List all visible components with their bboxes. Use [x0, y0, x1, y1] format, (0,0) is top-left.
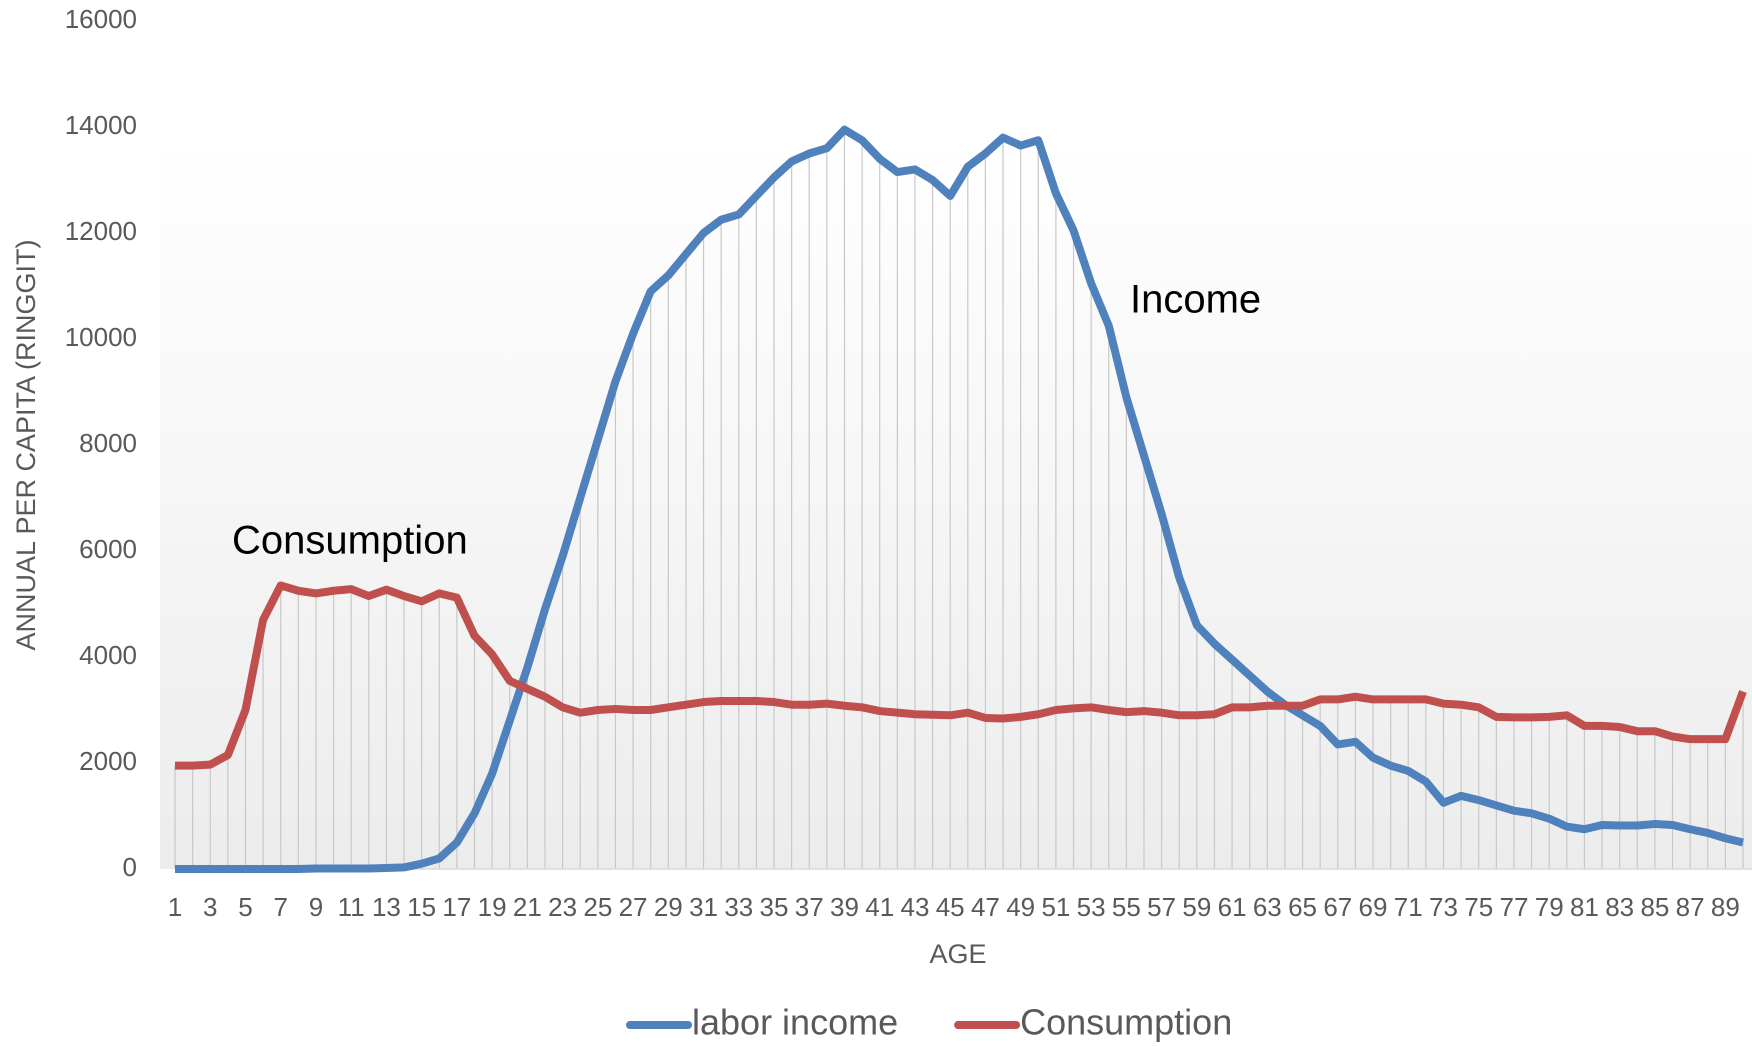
y-tick-label: 2000: [79, 746, 137, 776]
x-tick-label: 85: [1640, 892, 1669, 922]
x-tick-label: 47: [971, 892, 1000, 922]
x-tick-label: 81: [1570, 892, 1599, 922]
x-tick-label: 59: [1182, 892, 1211, 922]
x-tick-label: 21: [513, 892, 542, 922]
y-tick-label: 14000: [65, 110, 137, 140]
x-tick-label: 7: [273, 892, 287, 922]
y-tick-label: 10000: [65, 322, 137, 352]
x-tick-label: 89: [1711, 892, 1740, 922]
x-tick-label: 29: [654, 892, 683, 922]
y-tick-label: 4000: [79, 640, 137, 670]
x-tick-label: 45: [936, 892, 965, 922]
legend-label: Consumption: [1020, 1002, 1232, 1043]
x-tick-label: 63: [1253, 892, 1282, 922]
x-tick-label: 75: [1464, 892, 1493, 922]
y-tick-label: 0: [123, 852, 137, 882]
x-tick-label: 61: [1218, 892, 1247, 922]
x-tick-label: 77: [1500, 892, 1529, 922]
series-line: [175, 581, 1747, 770]
x-tick-label: 71: [1394, 892, 1423, 922]
x-tick-label: 17: [442, 892, 471, 922]
x-tick-label: 55: [1112, 892, 1141, 922]
x-tick-label: 37: [795, 892, 824, 922]
y-tick-label: 6000: [79, 534, 137, 564]
x-tick-label: 25: [583, 892, 612, 922]
x-tick-label: 43: [900, 892, 929, 922]
y-tick-label: 8000: [79, 428, 137, 458]
plot-background: [160, 140, 1752, 869]
x-tick-label: 67: [1323, 892, 1352, 922]
x-tick-label: 1: [168, 892, 182, 922]
x-tick-label: 69: [1359, 892, 1388, 922]
x-tick-label: 3: [203, 892, 217, 922]
x-tick-label: 35: [760, 892, 789, 922]
x-tick-label: 33: [724, 892, 753, 922]
x-tick-label: 87: [1676, 892, 1705, 922]
x-tick-label: 23: [548, 892, 577, 922]
x-tick-label: 49: [1006, 892, 1035, 922]
x-tick-label: 11: [338, 892, 365, 922]
x-axis-title: AGE: [929, 939, 986, 969]
x-tick-label: 13: [372, 892, 401, 922]
x-tick-label: 53: [1077, 892, 1106, 922]
y-tick-label: 12000: [65, 216, 137, 246]
y-axis-title: ANNUAL PER CAPITA (RINGGIT): [11, 239, 41, 650]
x-tick-label: 27: [619, 892, 648, 922]
x-tick-label: 73: [1429, 892, 1458, 922]
x-tick-label: 19: [478, 892, 507, 922]
x-tick-label: 83: [1605, 892, 1634, 922]
annotation: Income: [1130, 278, 1261, 322]
x-tick-label: 41: [865, 892, 894, 922]
x-tick-label: 57: [1147, 892, 1176, 922]
x-tick-label: 39: [830, 892, 859, 922]
y-tick-label: 16000: [65, 4, 137, 34]
annotation: Consumption: [232, 519, 468, 563]
x-tick-label: 79: [1535, 892, 1564, 922]
x-tick-label: 51: [1041, 892, 1070, 922]
x-tick-label: 31: [689, 892, 718, 922]
x-tick-label: 5: [238, 892, 252, 922]
x-tick-label: 9: [309, 892, 323, 922]
x-tick-label: 65: [1288, 892, 1317, 922]
x-tick-label: 15: [407, 892, 436, 922]
series-line: [175, 125, 1744, 873]
legend-label: labor income: [692, 1002, 898, 1043]
